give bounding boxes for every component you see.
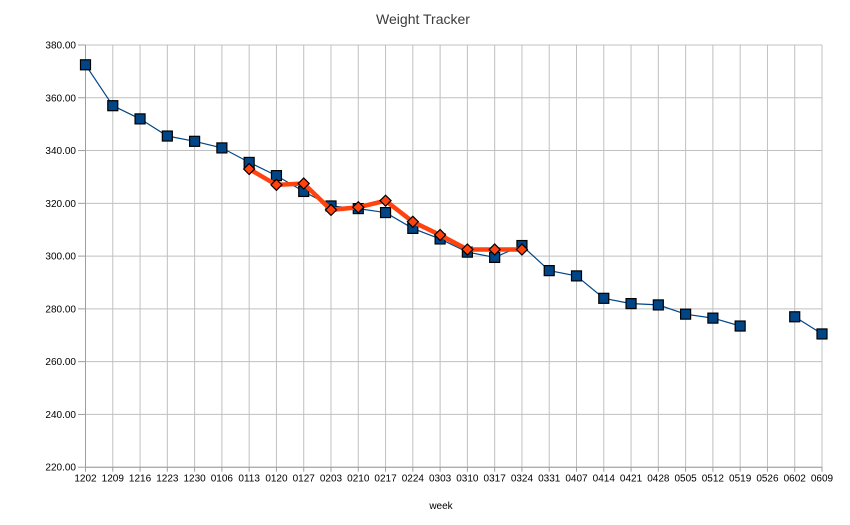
x-tick-label: 0303 xyxy=(429,474,452,485)
x-tick-label: 0217 xyxy=(374,474,397,485)
blue-squares-data-point xyxy=(680,308,692,320)
blue-squares-data-point xyxy=(734,320,746,332)
y-tick-label: 340.00 xyxy=(45,146,76,157)
orange-diamonds-data-point xyxy=(379,194,392,208)
x-tick-label: 0310 xyxy=(456,474,479,485)
x-tick-label: 0414 xyxy=(593,474,616,485)
x-tick-label: 0602 xyxy=(784,474,807,485)
orange-diamonds-data-point xyxy=(488,243,502,256)
x-tick-label: 0120 xyxy=(265,474,288,485)
orange-diamonds-data-point xyxy=(351,200,365,214)
blue-squares-data-point xyxy=(107,100,119,112)
chart-title: Weight Tracker xyxy=(376,11,470,27)
x-tick-label: 1223 xyxy=(156,474,179,485)
blue-squares-line xyxy=(85,64,823,335)
x-tick-label: 1209 xyxy=(102,474,125,485)
orange-diamonds-data-point xyxy=(324,203,338,217)
y-tick-label: 220.00 xyxy=(45,463,76,474)
x-tick-label: 0407 xyxy=(565,474,588,485)
x-tick-label: 0512 xyxy=(702,474,725,485)
x-tick-label: 0203 xyxy=(320,474,343,485)
x-axis-title: week xyxy=(429,501,453,512)
blue-squares-data-point xyxy=(134,113,146,125)
x-tick-label: 0317 xyxy=(484,474,507,485)
orange-diamonds-data-point xyxy=(433,228,447,242)
blue-squares-data-point xyxy=(816,328,828,340)
y-tick-label: 240.00 xyxy=(45,410,76,421)
blue-squares-data-point xyxy=(79,59,92,71)
y-tick-label: 360.00 xyxy=(45,93,76,104)
y-tick-label: 380.00 xyxy=(45,41,76,52)
x-tick-label: 0519 xyxy=(729,474,752,485)
x-tick-label: 0113 xyxy=(238,474,260,485)
orange-diamonds-data-point xyxy=(461,243,474,256)
x-tick-label: 0505 xyxy=(674,474,697,485)
blue-squares-data-point xyxy=(543,265,555,277)
blue-squares-data-point xyxy=(379,206,392,219)
x-tick-label: 0324 xyxy=(511,474,534,485)
blue-squares-data-point xyxy=(161,130,173,142)
orange-diamonds-data-point xyxy=(406,215,420,229)
x-tick-label: 0526 xyxy=(756,474,779,485)
x-tick-label: 1230 xyxy=(183,474,206,485)
x-tick-label: 0210 xyxy=(347,474,370,485)
x-tick-label: 0421 xyxy=(620,474,643,485)
x-tick-label: 0428 xyxy=(647,474,670,485)
blue-squares-data-point xyxy=(189,135,201,147)
blue-squares-data-point xyxy=(216,142,228,154)
orange-diamonds-data-point xyxy=(297,177,311,190)
y-tick-label: 260.00 xyxy=(45,357,76,368)
x-tick-label: 1216 xyxy=(129,474,152,485)
orange-diamonds-data-point xyxy=(515,243,529,256)
x-tick-label: 0331 xyxy=(538,474,561,485)
y-tick-label: 320.00 xyxy=(45,199,76,210)
blue-squares-data-point xyxy=(652,299,664,311)
orange-diamonds-data-point xyxy=(242,162,256,176)
x-tick-label: 0224 xyxy=(402,474,425,485)
x-tick-label: 0127 xyxy=(293,474,316,485)
blue-squares-data-point xyxy=(789,311,801,323)
blue-squares-data-point xyxy=(707,312,719,324)
x-tick-label: 0609 xyxy=(811,474,834,485)
x-tick-label: 0106 xyxy=(211,474,234,485)
blue-squares-data-point xyxy=(598,292,610,304)
x-tick-label: 1202 xyxy=(74,474,97,485)
y-tick-label: 300.00 xyxy=(45,252,76,263)
y-tick-label: 280.00 xyxy=(45,304,76,315)
blue-squares-data-point xyxy=(625,297,637,310)
blue-squares-data-point xyxy=(570,270,583,282)
orange-diamonds-data-point xyxy=(270,178,283,192)
